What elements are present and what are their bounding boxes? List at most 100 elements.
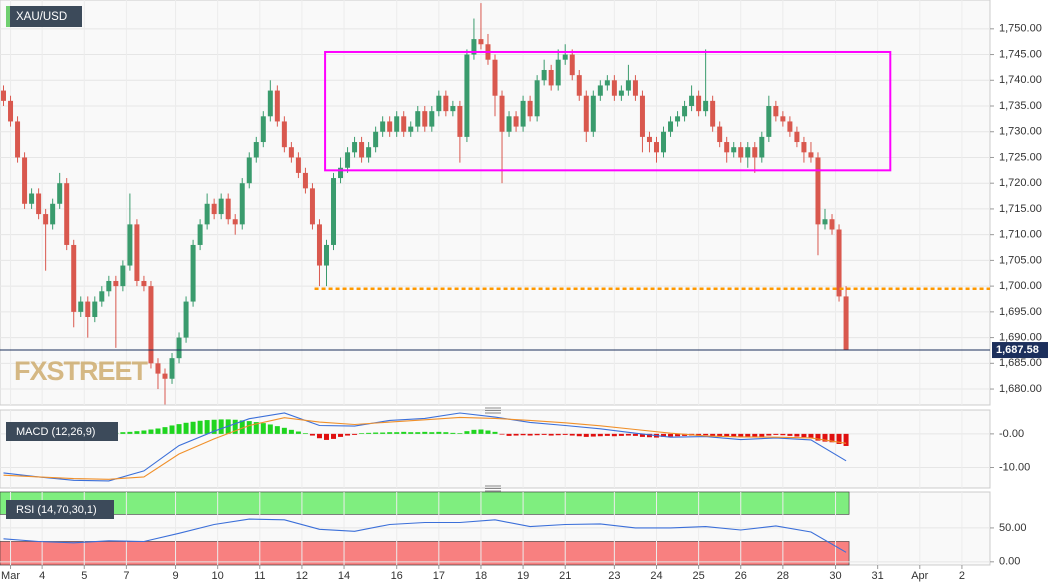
x-tick-label: Mar [1,570,20,582]
histogram-bar [457,433,463,434]
title-box [6,6,82,27]
candle-body [675,116,681,122]
x-tick-label: 4 [39,570,45,582]
histogram-bar [204,420,210,434]
candle-body [78,301,84,312]
x-tick-label: 28 [777,570,789,582]
histogram-bar [527,433,533,436]
candle-body [415,111,421,127]
last-price-label: 1,687.58 [996,344,1039,356]
histogram-bar [359,433,365,434]
candle-body [576,75,582,96]
oversold-band [0,541,850,566]
histogram-bar [380,432,386,434]
histogram-bar [302,433,308,434]
x-tick-label: 5 [81,570,87,582]
candle-body [309,188,315,225]
y-tick-label: -0.00 [999,428,1024,440]
candle-body [113,280,119,287]
histogram-bar [759,433,765,437]
candle-body [689,95,695,107]
histogram-bar [815,433,821,441]
panel-handle[interactable] [485,485,501,492]
x-tick-label: 26 [735,570,747,582]
y-tick-label: 1,745.00 [999,48,1042,60]
histogram-bar [752,433,758,437]
panel-handle[interactable] [485,407,501,414]
candle-body [422,111,428,127]
candle-body [822,219,828,225]
candle-body [120,265,126,287]
y-tick-label: 50.00 [999,522,1027,534]
histogram-bar [668,433,674,437]
histogram-bar [548,433,554,436]
histogram-bar [120,432,126,434]
candle-body [618,90,624,96]
candle-body [85,301,91,318]
histogram-bar [590,433,596,437]
histogram-bar [401,431,407,434]
y-tick-label: 1,740.00 [999,74,1042,86]
candle-body [646,136,652,143]
x-tick-label: 16 [391,570,403,582]
histogram-bar [338,433,344,437]
histogram-bar [387,432,393,434]
candle-body [534,80,540,117]
histogram-bar [787,433,793,436]
candle-body [211,203,217,215]
candle-body [331,178,337,245]
candle-body [478,39,484,45]
candle-body [843,296,849,351]
candle-body [183,301,189,338]
histogram-bar [408,432,414,434]
candle-body [232,219,238,225]
histogram-bar [801,433,807,438]
x-tick-label: 31 [872,570,884,582]
histogram-bar [555,433,561,436]
candle-body [373,131,379,148]
resistance-box [324,50,892,172]
candle-body [408,126,414,132]
x-tick-label: 10 [212,570,224,582]
candle-body [450,106,456,112]
histogram-bar [836,433,842,444]
candle-body [527,100,533,117]
candle-body [197,224,203,245]
candle-body [274,90,280,122]
histogram-bar [183,422,189,434]
candle-body [541,69,547,81]
histogram-bar [618,433,624,436]
candle-body [787,121,793,132]
histogram-bar [274,426,280,434]
y-tick-label: -10.00 [999,461,1030,473]
histogram-bar [485,430,491,434]
candle-body [752,147,758,158]
candle-body [338,167,344,179]
indicator-label: RSI (14,70,30,1) [16,504,97,516]
histogram-bar [583,433,589,437]
histogram-bar [373,432,379,434]
candle-body [815,157,821,225]
indicator-label: MACD (12,26,9) [16,426,95,438]
y-tick-label: 1,720.00 [999,177,1042,189]
histogram-bar [822,433,828,442]
histogram-bar [436,431,442,434]
candle-body [204,203,210,225]
candle-body [225,198,231,220]
candle-body [653,142,659,153]
candle-body [625,80,631,91]
candle-body [1,90,7,101]
candle-body [64,183,70,245]
histogram-bar [134,431,140,434]
y-tick-label: 1,690.00 [999,331,1042,343]
candle-body [127,224,133,266]
candle-body [316,224,322,266]
candle-body [513,116,519,127]
candle-body [141,280,147,287]
candle-body [352,142,358,153]
candle-body [710,100,716,127]
candle-body [43,214,49,225]
candle-body [436,95,442,112]
